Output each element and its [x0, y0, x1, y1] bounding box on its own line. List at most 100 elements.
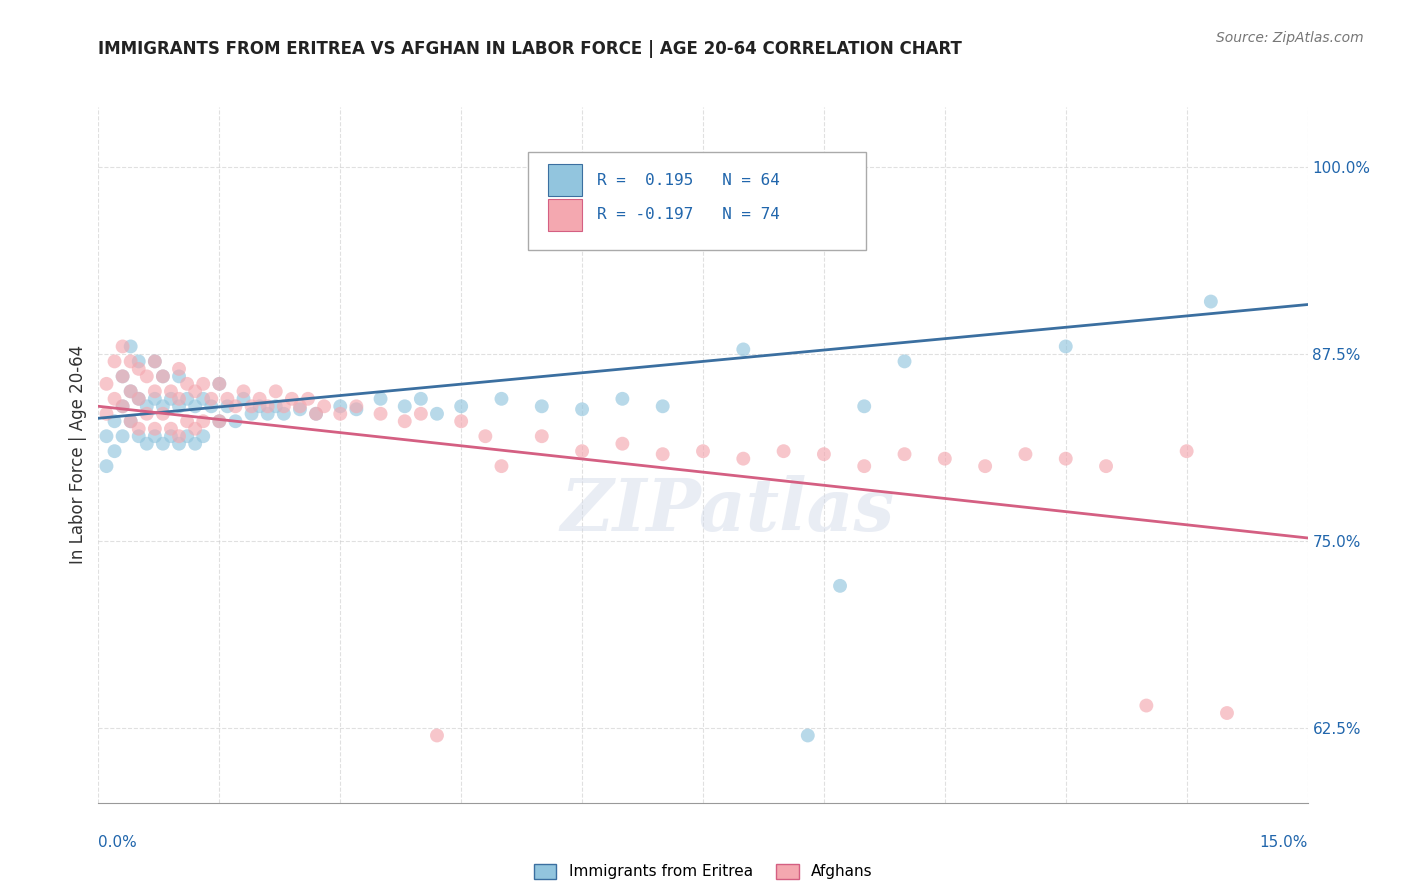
Point — [152, 369, 174, 384]
Point — [297, 392, 319, 406]
Point — [160, 384, 183, 399]
Point — [143, 392, 166, 406]
Point — [160, 392, 183, 406]
Point — [152, 407, 174, 421]
Point — [409, 407, 432, 421]
Point — [1199, 294, 1222, 309]
Point — [120, 414, 142, 428]
Point — [128, 422, 150, 436]
Point — [103, 354, 125, 368]
Point — [167, 362, 190, 376]
Point — [934, 451, 956, 466]
Point — [256, 399, 278, 413]
Point — [103, 444, 125, 458]
Point — [135, 369, 157, 384]
Legend: Immigrants from Eritrea, Afghans: Immigrants from Eritrea, Afghans — [527, 857, 879, 886]
Point — [612, 436, 634, 450]
Point — [120, 384, 142, 399]
Point — [152, 436, 174, 450]
Point — [426, 407, 449, 421]
Point — [167, 369, 190, 384]
Point — [450, 414, 472, 428]
Point — [184, 422, 207, 436]
Point — [193, 376, 215, 391]
Point — [200, 399, 222, 413]
Point — [288, 399, 311, 413]
Point — [224, 399, 246, 413]
Point — [571, 444, 593, 458]
Point — [208, 376, 231, 391]
Point — [1135, 698, 1157, 713]
Point — [184, 384, 207, 399]
Point — [1054, 451, 1077, 466]
Point — [135, 399, 157, 413]
Point — [853, 399, 876, 413]
Point — [256, 407, 278, 421]
Point — [193, 392, 215, 406]
Text: R =  0.195   N = 64: R = 0.195 N = 64 — [596, 172, 779, 187]
Point — [344, 399, 367, 413]
Text: 0.0%: 0.0% — [98, 836, 138, 850]
Point — [394, 414, 416, 428]
Point — [176, 392, 198, 406]
Point — [264, 384, 287, 399]
Point — [491, 392, 513, 406]
Point — [167, 436, 190, 450]
Point — [491, 459, 513, 474]
Point — [217, 399, 239, 413]
Point — [612, 392, 634, 406]
Point — [176, 376, 198, 391]
Point — [143, 429, 166, 443]
Point — [160, 429, 183, 443]
Point — [103, 392, 125, 406]
Point — [409, 392, 432, 406]
Point — [249, 399, 271, 413]
Point — [200, 392, 222, 406]
Point — [329, 399, 352, 413]
Point — [152, 369, 174, 384]
Point — [232, 384, 254, 399]
Point — [193, 429, 215, 443]
Point — [474, 429, 496, 443]
FancyBboxPatch shape — [548, 164, 582, 195]
Point — [651, 447, 673, 461]
Point — [111, 399, 134, 413]
Point — [135, 436, 157, 450]
Point — [184, 399, 207, 413]
Point — [208, 376, 231, 391]
Point — [176, 414, 198, 428]
Point — [120, 354, 142, 368]
Point — [530, 399, 553, 413]
Text: 15.0%: 15.0% — [1260, 836, 1308, 850]
Text: IMMIGRANTS FROM ERITREA VS AFGHAN IN LABOR FORCE | AGE 20-64 CORRELATION CHART: IMMIGRANTS FROM ERITREA VS AFGHAN IN LAB… — [98, 40, 962, 58]
Point — [288, 402, 311, 417]
Point — [143, 384, 166, 399]
Point — [1216, 706, 1239, 720]
Point — [103, 414, 125, 428]
Point — [167, 399, 190, 413]
Point — [1175, 444, 1198, 458]
Point — [733, 343, 755, 357]
Point — [193, 414, 215, 428]
Point — [240, 407, 263, 421]
Point — [111, 339, 134, 353]
Point — [167, 392, 190, 406]
Point — [143, 354, 166, 368]
Point — [120, 384, 142, 399]
Point — [135, 407, 157, 421]
Point — [120, 339, 142, 353]
Point — [772, 444, 794, 458]
Point — [571, 402, 593, 417]
Point — [128, 392, 150, 406]
Point — [232, 392, 254, 406]
Point — [224, 414, 246, 428]
Text: ZIPatlas: ZIPatlas — [560, 475, 894, 546]
Point — [853, 459, 876, 474]
Point — [111, 369, 134, 384]
Point — [128, 429, 150, 443]
Point — [143, 354, 166, 368]
Point — [111, 369, 134, 384]
Point — [96, 407, 118, 421]
Point — [394, 399, 416, 413]
Point — [128, 354, 150, 368]
